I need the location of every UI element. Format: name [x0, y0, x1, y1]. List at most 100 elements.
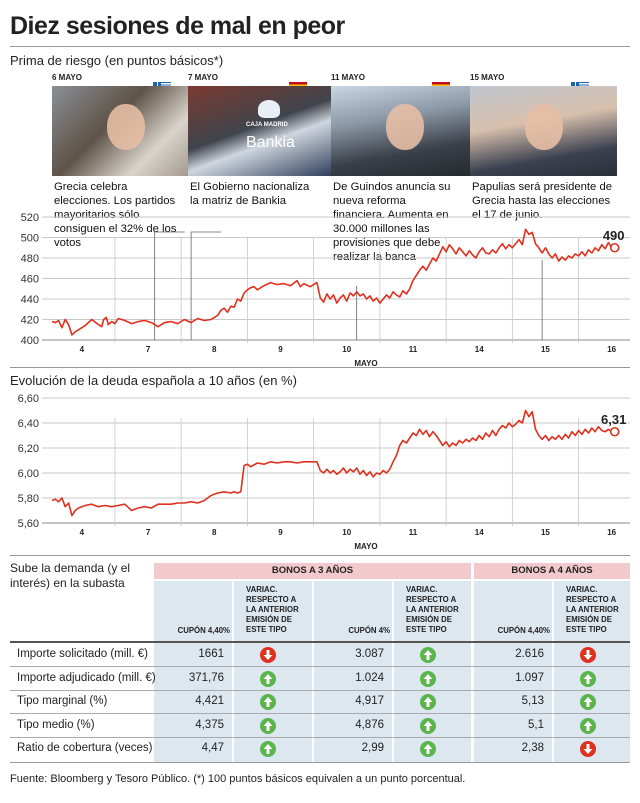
event-text: Grecia celebra elecciones. Los partidos …	[54, 181, 177, 249]
x-tick-label: 11	[409, 345, 418, 354]
arrow-down-icon	[580, 647, 596, 663]
cell-value: 2,38	[521, 742, 544, 754]
face-shape	[385, 104, 424, 150]
bond-yield-chart: 5,605,806,006,206,406,604789101114151617…	[18, 393, 630, 551]
x-tick-label: 16	[607, 528, 616, 537]
table-divider	[10, 555, 630, 556]
face-shape	[524, 104, 563, 150]
x-tick-label: 11	[409, 528, 418, 537]
table-bottom-rule	[10, 762, 630, 763]
series-line	[51, 228, 613, 336]
cell-value: 3.087	[355, 648, 384, 660]
arrow-up-icon	[580, 694, 596, 710]
cell-value: 4,421	[195, 695, 224, 707]
event-date: 6 MAYO	[52, 73, 82, 82]
end-value-label: 490	[603, 228, 625, 243]
event-date: 7 MAYO	[188, 73, 218, 82]
y-tick-label: 480	[21, 253, 39, 265]
y-tick-label: 6,40	[18, 418, 39, 430]
event-leader-line	[190, 231, 222, 340]
arrow-up-icon	[260, 670, 276, 687]
y-tick-label: 460	[21, 274, 39, 286]
arrow-up-icon	[420, 647, 436, 663]
greek-voter-priest-photo	[52, 86, 199, 176]
group-header: BONOS A 4 AÑOS	[474, 563, 630, 579]
cell-value: 4,47	[201, 742, 224, 754]
row-divider	[10, 736, 630, 738]
y-tick-label: 6,00	[18, 468, 39, 480]
footnote: Fuente: Bloomberg y Tesoro Público. (*) …	[10, 773, 466, 785]
x-tick-label: 4	[80, 528, 85, 537]
cell-value: 4,876	[355, 718, 384, 731]
y-tick-label: 520	[21, 212, 39, 224]
face-shape	[106, 104, 145, 150]
row-divider	[10, 713, 630, 714]
table-row: Ratio de cobertura (veces) 4,47 2,99 2,38	[10, 738, 630, 761]
x-tick-label: 8	[212, 345, 217, 354]
y-tick-label: 5,60	[18, 518, 39, 530]
y-tick-label: 400	[21, 335, 39, 347]
x-tick-label: 8	[212, 528, 217, 537]
table-row: Importe adjudicado (mill. €) 371,76 1.024 1…	[10, 668, 630, 691]
series-line	[51, 409, 613, 517]
arrow-down-icon	[260, 647, 276, 663]
arrow-up-icon	[580, 717, 596, 734]
event-date: 15 MAYO	[470, 73, 505, 82]
arrow-up-icon	[260, 741, 276, 757]
y-tick-label: 420	[21, 315, 39, 327]
row-label: Ratio de cobertura (veces)	[17, 742, 153, 754]
arrow-up-icon	[580, 670, 596, 687]
end-point-marker	[609, 426, 620, 437]
cell-value: 1661	[198, 648, 224, 660]
risk-premium-chart: 4004204404604805005204789101114151617MAY…	[21, 212, 630, 368]
x-tick-label: 7	[146, 345, 151, 354]
table-row: Importe solicitado (mill. €) 1661 3.087 2.6…	[10, 644, 630, 667]
end-value-label: 6,31	[601, 412, 626, 427]
table-subtitle: Sube la demanda (y el interés) en la sub…	[10, 561, 131, 590]
arrow-up-icon	[260, 717, 276, 734]
cell-value: 5,1	[528, 718, 544, 731]
x-tick-label: 15	[541, 528, 550, 537]
cell-value: 1.024	[355, 671, 384, 684]
cell-value: 371,76	[188, 671, 224, 684]
cell-value: 1.097	[515, 671, 544, 684]
end-point-marker	[609, 242, 620, 253]
x-tick-label: 7	[146, 528, 151, 537]
title-divider	[10, 46, 630, 47]
column-header: CUPÓN 4,40%	[497, 626, 550, 635]
x-tick-label: 10	[342, 528, 351, 537]
y-tick-label: 500	[21, 233, 39, 245]
x-tick-label: 9	[278, 345, 283, 354]
column-header: VARIAC. RESPECTO A LA ANTERIOR EMISIÓN D…	[566, 585, 619, 634]
x-tick-label: 9	[278, 528, 283, 537]
row-divider	[10, 689, 630, 691]
group-header: BONOS A 3 AÑOS	[154, 563, 471, 579]
y-tick-label: 5,80	[18, 493, 39, 505]
chart-divider	[10, 367, 630, 368]
cell-value: 2.616	[515, 648, 544, 660]
x-axis-label: MAYO	[354, 359, 377, 368]
table-row: Tipo medio (%) 4,375 4,876 5,1	[10, 715, 630, 738]
cell-value: 2,99	[361, 742, 384, 754]
x-tick-label: 10	[342, 345, 351, 354]
chart2-title: Evolución de la deuda española a 10 años…	[10, 373, 297, 388]
cell-value: 4,917	[355, 695, 384, 707]
x-tick-label: 15	[541, 345, 550, 354]
event-text: De Guindos anuncia su nueva reforma fina…	[333, 181, 451, 263]
x-tick-label: 4	[80, 345, 85, 354]
x-tick-label: 16	[607, 345, 616, 354]
bear-logo-icon	[258, 100, 280, 118]
table-column-bg	[314, 581, 392, 762]
y-tick-label: 440	[21, 294, 39, 306]
arrow-up-icon	[420, 694, 436, 710]
row-divider	[10, 666, 630, 667]
arrow-up-icon	[420, 741, 436, 757]
y-tick-label: 6,20	[18, 443, 39, 455]
table-column-bg	[474, 581, 552, 762]
row-label: Importe adjudicado (mill. €)	[17, 671, 156, 684]
arrow-up-icon	[260, 694, 276, 710]
x-tick-label: 14	[475, 528, 484, 537]
event-text: El Gobierno nacionaliza la matriz de Ban…	[190, 181, 310, 207]
x-axis-label: MAYO	[354, 542, 377, 551]
